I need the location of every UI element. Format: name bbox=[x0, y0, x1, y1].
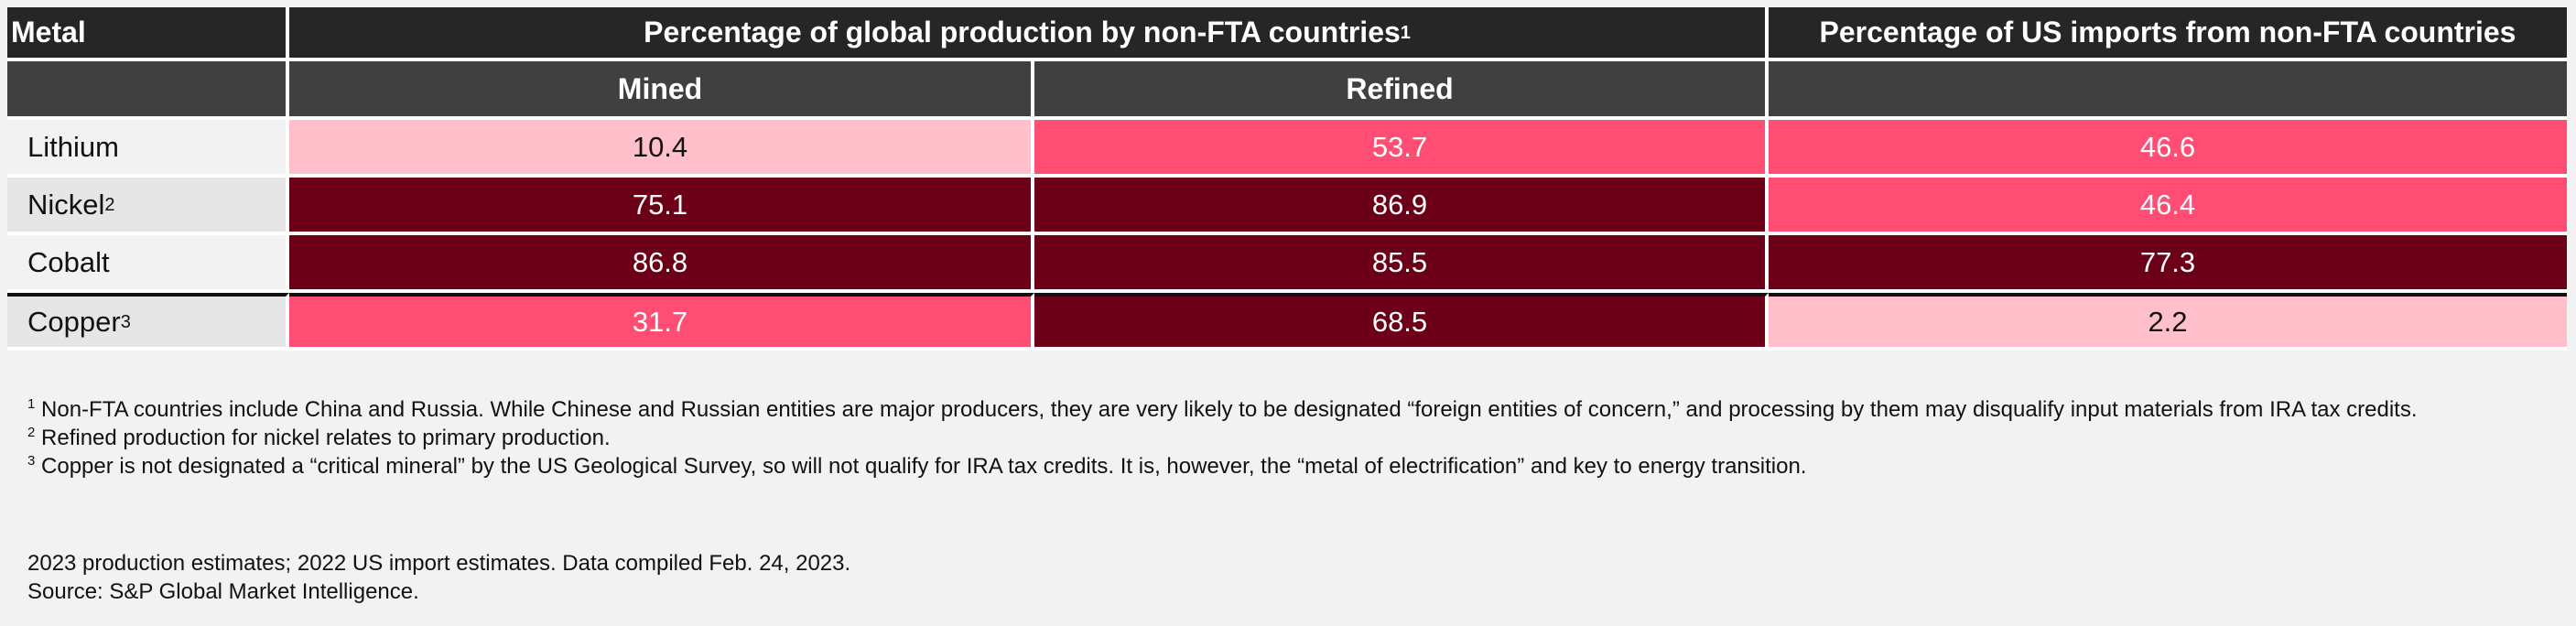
table-row-copper: Copper 3 31.7 68.5 2.2 bbox=[7, 293, 2567, 351]
metal-name: Lithium bbox=[27, 130, 119, 163]
footnote-mark: 1 bbox=[27, 396, 36, 412]
table-row-lithium: Lithium 10.4 53.7 46.6 bbox=[7, 120, 2567, 178]
metal-column-header: Metal bbox=[7, 7, 289, 61]
mined-value-cell: 75.1 bbox=[289, 178, 1034, 235]
metal-name: Cobalt bbox=[27, 245, 110, 278]
metal-subheader-blank bbox=[7, 61, 289, 120]
refined-value-cell: 85.5 bbox=[1034, 235, 1769, 293]
mined-value-cell: 10.4 bbox=[289, 120, 1034, 178]
header-row: Metal Percentage of global production by… bbox=[7, 7, 2567, 61]
table-row-cobalt: Cobalt 86.8 85.5 77.3 bbox=[7, 235, 2567, 293]
estimates-note: 2023 production estimates; 2022 US impor… bbox=[27, 551, 851, 576]
mined-value-cell: 31.7 bbox=[289, 293, 1034, 351]
metal-name-cell: Copper 3 bbox=[7, 293, 289, 351]
mined-value-cell: 86.8 bbox=[289, 235, 1034, 293]
refined-value-cell: 68.5 bbox=[1034, 293, 1769, 351]
global-production-header-text: Percentage of global production by non-F… bbox=[644, 16, 1401, 49]
imports-value-cell: 46.6 bbox=[1769, 120, 2567, 178]
metal-name: Copper bbox=[27, 305, 121, 338]
footnote-3: 3 Copper is not designated a “critical m… bbox=[27, 452, 2545, 480]
footnote-mark: 2 bbox=[27, 425, 36, 440]
imports-value-cell: 46.4 bbox=[1769, 178, 2567, 235]
refined-value-cell: 53.7 bbox=[1034, 120, 1769, 178]
metal-name-cell: Cobalt bbox=[7, 235, 289, 293]
imports-subheader-blank bbox=[1769, 61, 2567, 120]
footnote-1: 1 Non-FTA countries include China and Ru… bbox=[27, 395, 2545, 424]
global-production-header: Percentage of global production by non-F… bbox=[289, 7, 1769, 61]
imports-value-cell: 77.3 bbox=[1769, 235, 2567, 293]
table-row-nickel: Nickel 2 75.1 86.9 46.4 bbox=[7, 178, 2567, 235]
metal-name: Nickel bbox=[27, 188, 105, 221]
subheader-row: Mined Refined bbox=[7, 61, 2567, 120]
source-note: Source: S&P Global Market Intelligence. bbox=[27, 579, 419, 604]
refined-subheader: Refined bbox=[1034, 61, 1769, 120]
footnotes: 1 Non-FTA countries include China and Ru… bbox=[27, 395, 2545, 480]
metal-name-cell: Lithium bbox=[7, 120, 289, 178]
footnote-text: Non-FTA countries include China and Russ… bbox=[41, 397, 2418, 422]
data-table: Metal Percentage of global production by… bbox=[7, 7, 2567, 351]
footnote-text: Refined production for nickel relates to… bbox=[41, 426, 611, 450]
footnote-text: Copper is not designated a “critical min… bbox=[41, 454, 1807, 479]
footnote-2: 2 Refined production for nickel relates … bbox=[27, 424, 2545, 452]
refined-value-cell: 86.9 bbox=[1034, 178, 1769, 235]
mined-subheader: Mined bbox=[289, 61, 1034, 120]
source-block: 2023 production estimates; 2022 US impor… bbox=[27, 549, 850, 606]
footnote-mark: 3 bbox=[27, 453, 36, 469]
us-imports-header: Percentage of US imports from non-FTA co… bbox=[1769, 7, 2567, 61]
metal-name-cell: Nickel 2 bbox=[7, 178, 289, 235]
imports-value-cell: 2.2 bbox=[1769, 293, 2567, 351]
